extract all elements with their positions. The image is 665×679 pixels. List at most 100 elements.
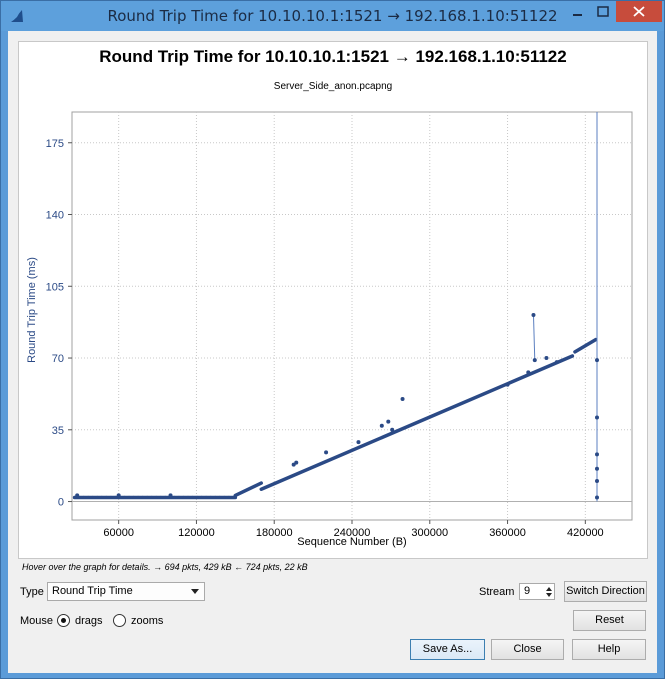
graph-subtitle: Server_Side_anon.pcapng — [273, 81, 393, 92]
axes: 60000 120000 180000 240000 300000 360000 42000… — [46, 138, 604, 539]
drags-radio[interactable] — [57, 614, 70, 627]
data-points — [72, 112, 599, 502]
data-point — [127, 495, 131, 500]
y-tick-label: 175 — [46, 138, 64, 150]
data-point — [294, 460, 299, 465]
data-point — [131, 495, 136, 500]
x-tick-label: 360000 — [489, 527, 526, 539]
maximize-icon — [597, 6, 609, 17]
data-point — [195, 495, 199, 500]
data-point — [154, 495, 158, 500]
save-as-button[interactable]: Save As... — [410, 639, 485, 660]
dialog-client-area: Round Trip Time for 10.10.10.1:1521 → 19… — [8, 31, 657, 673]
grid-lines — [72, 112, 632, 520]
type-label: Type — [20, 586, 44, 598]
rtt-plot[interactable]: 60000 120000 180000 240000 300000 360000 42000… — [19, 42, 649, 560]
data-point — [595, 358, 599, 363]
maximize-button[interactable] — [590, 1, 616, 22]
data-segment — [573, 337, 598, 354]
graph-type-value: Round Trip Time — [52, 585, 133, 597]
data-point — [386, 419, 391, 424]
data-point — [163, 495, 167, 500]
x-tick-label: 120000 — [178, 527, 215, 539]
x-tick-label: 420000 — [567, 527, 604, 539]
data-point — [177, 495, 181, 500]
spin-down-icon[interactable] — [546, 593, 552, 597]
stream-spinbox[interactable]: 9 — [519, 583, 555, 600]
graph-title: Round Trip Time for 10.10.10.1:1521 → 19… — [99, 47, 567, 66]
x-tick-label: 240000 — [334, 527, 371, 539]
data-point — [91, 495, 95, 500]
stream-value: 9 — [524, 585, 531, 597]
spin-up-icon[interactable] — [546, 587, 552, 591]
data-point — [213, 495, 217, 500]
data-point — [116, 493, 121, 498]
data-point — [379, 423, 384, 428]
close-button[interactable]: Close — [491, 639, 564, 660]
data-point — [168, 493, 173, 498]
data-point — [172, 495, 177, 500]
data-point — [72, 495, 77, 500]
y-tick-label: 105 — [46, 281, 64, 293]
y-tick-label: 70 — [52, 353, 64, 365]
data-point — [204, 495, 208, 500]
data-point — [222, 495, 226, 500]
x-tick-label: 60000 — [103, 527, 134, 539]
graph-area[interactable]: Round Trip Time for 10.10.10.1:1521 → 19… — [18, 41, 648, 559]
data-point — [104, 495, 108, 500]
data-point — [181, 495, 186, 500]
window-title: Round Trip Time for 10.10.10.1:1521 → 19… — [107, 7, 558, 25]
wireshark-fin-icon — [11, 10, 23, 22]
help-button[interactable]: Help — [572, 639, 646, 660]
x-tick-label: 300000 — [411, 527, 448, 539]
data-point — [113, 495, 118, 500]
data-point — [400, 397, 405, 402]
data-point — [122, 495, 127, 500]
reset-button[interactable]: Reset — [573, 610, 646, 631]
y-tick-label: 35 — [52, 425, 64, 437]
data-point — [531, 312, 536, 317]
data-point — [200, 495, 204, 500]
data-point — [554, 360, 559, 365]
data-point — [227, 495, 231, 500]
data-point — [100, 495, 104, 500]
data-point — [532, 358, 537, 363]
data-point — [390, 427, 395, 432]
chevron-down-icon — [191, 589, 199, 594]
data-segment — [233, 481, 264, 498]
title-bar[interactable]: Round Trip Time for 10.10.10.1:1521 → 19… — [1, 1, 664, 31]
y-tick-label: 0 — [58, 497, 64, 509]
data-point — [526, 370, 531, 375]
data-point — [136, 495, 140, 500]
minimize-icon — [573, 14, 582, 16]
data-point — [109, 495, 113, 500]
close-window-button[interactable] — [616, 1, 662, 22]
data-point — [505, 382, 510, 387]
data-point — [186, 495, 190, 500]
data-point — [356, 440, 361, 445]
drags-label[interactable]: drags — [75, 615, 103, 627]
zooms-radio[interactable] — [113, 614, 126, 627]
data-point — [544, 356, 549, 361]
data-point — [324, 450, 329, 455]
data-point — [231, 495, 235, 500]
zooms-label[interactable]: zooms — [131, 615, 164, 627]
data-point — [595, 495, 599, 500]
data-point — [595, 466, 599, 471]
data-point — [145, 495, 149, 500]
data-segment — [259, 354, 575, 491]
graph-type-select[interactable]: Round Trip Time — [47, 582, 205, 601]
y-axis-label: Round Trip Time (ms) — [26, 257, 38, 363]
data-point — [86, 495, 90, 500]
close-icon — [633, 6, 645, 17]
data-point — [75, 493, 80, 498]
data-point — [141, 495, 145, 500]
data-point — [159, 495, 163, 500]
switch-direction-button[interactable]: Switch Direction — [564, 581, 647, 602]
minimize-button[interactable] — [564, 1, 590, 22]
data-point — [190, 495, 195, 500]
hover-info: Hover over the graph for details. → 694 … — [22, 562, 308, 572]
data-point — [218, 495, 222, 500]
x-axis-label: Sequence Number (B) — [297, 536, 406, 548]
